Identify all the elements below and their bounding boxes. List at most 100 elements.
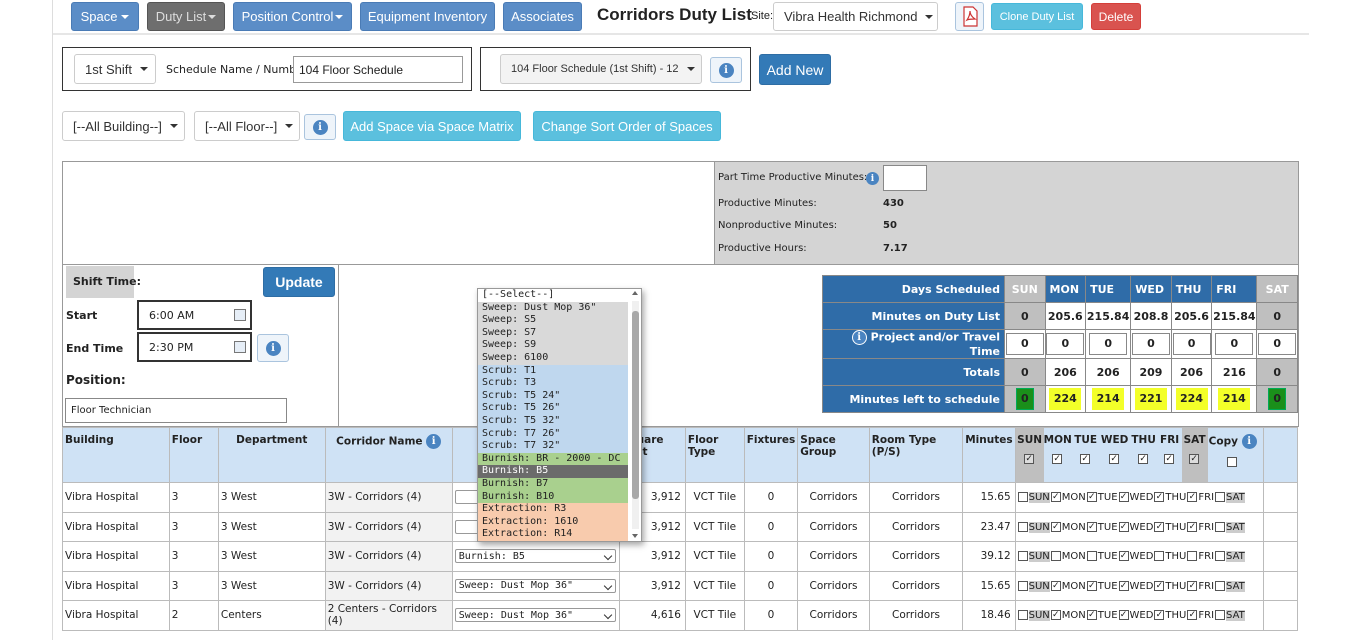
pdf-button[interactable] (955, 2, 984, 31)
dropdown-option[interactable]: Sweep: S9 (478, 339, 628, 352)
day-checkbox[interactable]: ✓ (1086, 580, 1097, 591)
dropdown-option[interactable]: Burnish: BR - 2000 - DC (478, 452, 628, 466)
day-checkbox[interactable] (1215, 551, 1226, 562)
info-icon[interactable]: i (1241, 434, 1257, 449)
day-checkbox[interactable] (1187, 551, 1198, 562)
day-checkbox[interactable] (1215, 610, 1226, 621)
position-input[interactable]: Floor Technician (65, 398, 287, 423)
calendar-icon[interactable] (234, 341, 246, 353)
nav-position-button[interactable]: Position Control (233, 2, 352, 31)
day-checkbox[interactable]: ✓ (1154, 580, 1165, 591)
travel-input-cell[interactable]: 0 (1170, 329, 1213, 359)
pt-minutes-input[interactable] (883, 165, 927, 191)
duty-select[interactable]: Burnish: B5 (454, 549, 616, 564)
day-checkbox[interactable]: ✓ (1154, 521, 1165, 532)
day-checkbox[interactable] (1215, 580, 1226, 591)
travel-input[interactable]: 0 (1258, 333, 1297, 355)
pt-info-icon-wrap[interactable]: i (866, 172, 879, 185)
dropdown-option[interactable]: Scrub: T5 24" (478, 389, 628, 403)
building-filter-select[interactable]: [--All Building--] (62, 111, 185, 141)
dropdown-option[interactable]: Scrub: T1 (478, 364, 628, 378)
day-select-all-checkbox[interactable]: ✓ (1080, 454, 1091, 464)
day-checkbox[interactable]: ✓ (1187, 580, 1198, 591)
day-checkbox[interactable]: ✓ (1050, 521, 1061, 532)
travel-input[interactable]: 0 (1046, 333, 1085, 355)
nav-equipment-button[interactable]: Equipment Inventory (360, 2, 495, 31)
nav-associates-button[interactable]: Associates (503, 2, 582, 31)
day-checkbox[interactable] (1154, 551, 1165, 562)
add-new-button[interactable]: Add New (759, 54, 831, 85)
day-checkbox[interactable]: ✓ (1086, 521, 1097, 532)
site-select[interactable]: Vibra Health Richmond (773, 2, 938, 31)
dropdown-option[interactable]: Sweep: Dust Mop 36" (478, 301, 628, 315)
scroll-down-icon[interactable] (632, 534, 638, 538)
dropdown-option[interactable]: Burnish: B10 (478, 490, 628, 504)
travel-input[interactable]: 0 (1131, 333, 1170, 355)
scroll-up-icon[interactable] (632, 291, 638, 295)
day-checkbox[interactable]: ✓ (1086, 610, 1097, 621)
filter-info-button[interactable]: i (304, 114, 336, 140)
day-checkbox[interactable] (1086, 551, 1097, 562)
delete-button[interactable]: Delete (1091, 3, 1141, 30)
day-checkbox[interactable] (1017, 521, 1028, 532)
day-checkbox[interactable]: ✓ (1050, 492, 1061, 503)
travel-input[interactable]: 0 (1215, 333, 1254, 355)
day-select-all-checkbox[interactable]: ✓ (1164, 454, 1175, 464)
dropdown-option[interactable]: Scrub: T7 32" (478, 440, 628, 453)
day-checkbox[interactable] (1017, 610, 1028, 621)
travel-input-cell[interactable]: 0 (1256, 329, 1298, 359)
copy-all-checkbox[interactable] (1227, 457, 1238, 467)
travel-input-cell[interactable]: 0 (1004, 329, 1046, 359)
dropdown-option[interactable]: Scrub: T5 26" (478, 402, 628, 415)
dropdown-option[interactable]: Sweep: 6100 (478, 351, 628, 365)
day-checkbox[interactable]: ✓ (1118, 580, 1129, 591)
dropdown-option[interactable]: Extraction: R14 (478, 528, 628, 541)
travel-input-cell[interactable]: 0 (1130, 329, 1172, 359)
day-checkbox[interactable] (1215, 521, 1226, 532)
calendar-icon[interactable] (234, 309, 246, 321)
day-checkbox[interactable] (1050, 551, 1061, 562)
duty-select[interactable]: Sweep: Dust Mop 36" (454, 608, 616, 623)
day-select-all-checkbox[interactable]: ✓ (1024, 454, 1035, 464)
day-select-all-checkbox[interactable]: ✓ (1138, 454, 1149, 464)
dropdown-option[interactable]: Sweep: S7 (478, 326, 628, 340)
dropdown-option[interactable]: Scrub: T5 32" (478, 414, 628, 428)
shift-info-button[interactable]: i (257, 334, 289, 362)
day-checkbox[interactable]: ✓ (1086, 492, 1097, 503)
travel-input-cell[interactable]: 0 (1085, 329, 1132, 359)
duty-select[interactable]: Sweep: Dust Mop 36" (454, 578, 616, 593)
day-checkbox[interactable]: ✓ (1154, 610, 1165, 621)
dropdown-option[interactable]: Sweep: S5 (478, 314, 628, 327)
update-button[interactable]: Update (263, 267, 335, 297)
day-select-all-checkbox[interactable]: ✓ (1109, 454, 1120, 464)
day-checkbox[interactable] (1017, 492, 1028, 503)
duty-dropdown-list[interactable]: [--Select--] Sweep: Dust Mop 36" Sweep: S5… (477, 288, 642, 542)
day-checkbox[interactable]: ✓ (1118, 521, 1129, 532)
dropdown-option[interactable]: Scrub: T7 26" (478, 427, 628, 441)
scrollbar-thumb[interactable] (632, 311, 639, 499)
scrollbar-track[interactable] (632, 301, 639, 529)
travel-input[interactable]: 0 (1172, 333, 1211, 355)
schedule-select[interactable]: 104 Floor Schedule (1st Shift) - 12 (500, 54, 702, 84)
day-checkbox[interactable] (1215, 492, 1226, 503)
day-checkbox[interactable]: ✓ (1050, 580, 1061, 591)
dropdown-option[interactable]: Burnish: B5 (478, 465, 628, 478)
day-checkbox[interactable] (1017, 580, 1028, 591)
dropdown-option[interactable]: [--Select--] (478, 289, 628, 302)
travel-input-cell[interactable]: 0 (1211, 329, 1258, 359)
dropdown-option[interactable]: Burnish: B7 (478, 477, 628, 491)
day-select-all-checkbox[interactable]: ✓ (1052, 454, 1063, 464)
travel-input-cell[interactable]: 0 (1044, 329, 1087, 359)
day-checkbox[interactable]: ✓ (1118, 492, 1129, 503)
day-checkbox[interactable]: ✓ (1154, 492, 1165, 503)
day-checkbox[interactable] (1017, 551, 1028, 562)
floor-filter-select[interactable]: [--All Floor--] (194, 111, 300, 141)
day-select-all-checkbox[interactable]: ✓ (1189, 454, 1200, 464)
shift-select[interactable]: 1st Shift (74, 54, 156, 84)
schedule-info-button[interactable]: i (710, 57, 742, 83)
info-icon[interactable]: i (851, 330, 867, 345)
nav-duty-button[interactable]: Duty List (147, 2, 225, 31)
day-checkbox[interactable]: ✓ (1118, 610, 1129, 621)
info-icon[interactable]: i (426, 434, 442, 449)
add-space-matrix-button[interactable]: Add Space via Space Matrix (343, 111, 521, 141)
